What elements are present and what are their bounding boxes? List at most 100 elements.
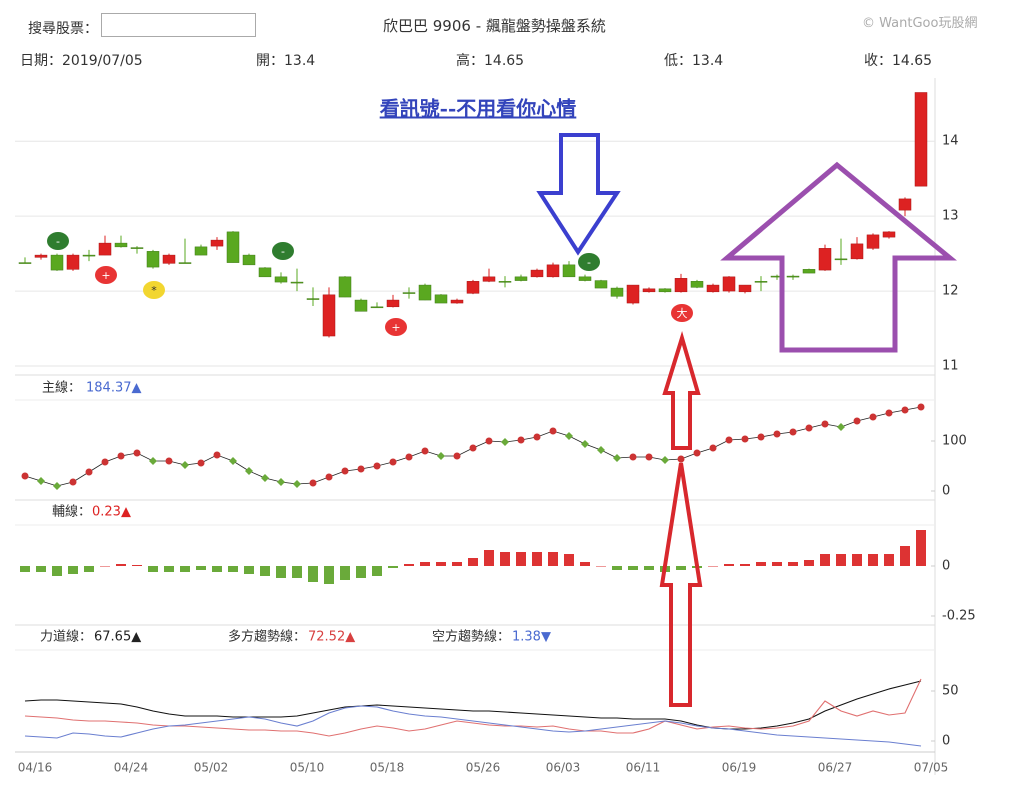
x-tick-label: 06/27: [818, 761, 853, 775]
bar: [84, 566, 94, 572]
line-marker: [709, 444, 717, 452]
high: 高：14.65: [456, 53, 525, 69]
candle-body: [610, 287, 624, 297]
signal-label: +: [391, 321, 400, 334]
line-marker: [21, 472, 29, 480]
x-tick-label: 07/05: [914, 761, 949, 775]
signal-badge: [143, 281, 165, 299]
panel-value: 0.23▲: [92, 505, 131, 520]
line-marker: [549, 427, 557, 435]
bar: [548, 552, 558, 566]
arrow-up: [720, 161, 957, 353]
bar: [68, 566, 78, 574]
search-input[interactable]: [101, 13, 256, 37]
candle-body: [322, 294, 336, 337]
candle-body: [290, 281, 304, 284]
line-marker: [773, 430, 781, 438]
candle-body: [194, 246, 208, 256]
line-marker: [821, 420, 829, 428]
bar: [356, 566, 366, 578]
bar: [276, 566, 286, 578]
y-tick-label: 12: [942, 284, 959, 299]
line-marker: [693, 449, 701, 457]
bar: [532, 552, 542, 566]
candle-body: [226, 231, 240, 263]
bar: [836, 554, 846, 566]
x-tick-label: 04/16: [18, 761, 53, 775]
bar: [756, 562, 766, 566]
line-marker: [277, 478, 285, 486]
line-marker: [133, 449, 141, 457]
bar: [852, 554, 862, 566]
signal-label: -: [56, 235, 60, 248]
panel-label: 主線：: [42, 380, 81, 396]
line-marker: [101, 458, 109, 466]
line-marker: [421, 447, 429, 455]
candle-body: [866, 234, 880, 249]
y-tick-label: -0.25: [942, 609, 976, 624]
bar: [468, 558, 478, 566]
line-marker: [661, 456, 669, 464]
candle-body: [242, 254, 256, 266]
candle-body: [642, 288, 656, 293]
candle-body: [450, 299, 464, 304]
candle-body: [786, 275, 800, 278]
candle-body: [402, 292, 416, 294]
candle-body: [418, 284, 432, 301]
bar: [868, 554, 878, 566]
legend-label: 空方趨勢線：: [432, 629, 510, 645]
bar: [212, 566, 222, 572]
x-tick-label: 06/19: [722, 761, 757, 775]
legend-value: 72.52▲: [308, 630, 355, 645]
candle-body: [466, 281, 480, 294]
line-marker: [69, 478, 77, 486]
signal-badge: [272, 242, 294, 260]
bar: [628, 566, 638, 570]
low: 低：13.4: [664, 53, 724, 69]
candle-body: [690, 281, 704, 288]
candle-body: [578, 276, 592, 281]
search-label: 搜尋股票：: [28, 21, 98, 37]
line-marker: [229, 457, 237, 465]
x-tick-label: 06/03: [546, 761, 581, 775]
line-marker: [197, 459, 205, 467]
legend-value: 1.38▼: [512, 630, 551, 645]
bar: [820, 554, 830, 566]
candle-body: [18, 262, 32, 264]
line-marker: [341, 467, 349, 475]
brand: © WantGoo玩股網: [862, 16, 978, 31]
bar: [516, 552, 526, 566]
candle-body: [130, 247, 144, 249]
line-marker: [485, 437, 493, 445]
line-marker: [245, 467, 253, 475]
bar: [180, 566, 190, 572]
line-marker: [469, 444, 477, 452]
candle-body: [370, 306, 384, 309]
candle-body: [850, 243, 864, 260]
candle-body: [562, 264, 576, 278]
bar: [36, 566, 46, 572]
bar: [900, 546, 910, 566]
candle-body: [658, 288, 672, 293]
signal-label: +: [101, 269, 110, 282]
candle-body: [514, 276, 528, 281]
signal-label: -: [281, 245, 285, 258]
x-tick-label: 04/24: [114, 761, 149, 775]
bar: [644, 566, 654, 570]
frame: [15, 78, 936, 775]
candle-body: [258, 267, 272, 278]
arrow-down: [536, 133, 621, 256]
line-marker: [293, 480, 301, 488]
arrow-up: [659, 462, 703, 707]
line-marker: [613, 454, 621, 462]
bar: [148, 566, 158, 572]
signal-label: 大: [677, 306, 688, 320]
x-tick-label: 05/18: [370, 761, 405, 775]
line-marker: [213, 451, 221, 459]
bar: [772, 562, 782, 566]
candle-body: [898, 198, 912, 211]
candle-body: [354, 299, 368, 312]
y-tick-label: 11: [942, 359, 959, 374]
bar: [612, 566, 622, 570]
